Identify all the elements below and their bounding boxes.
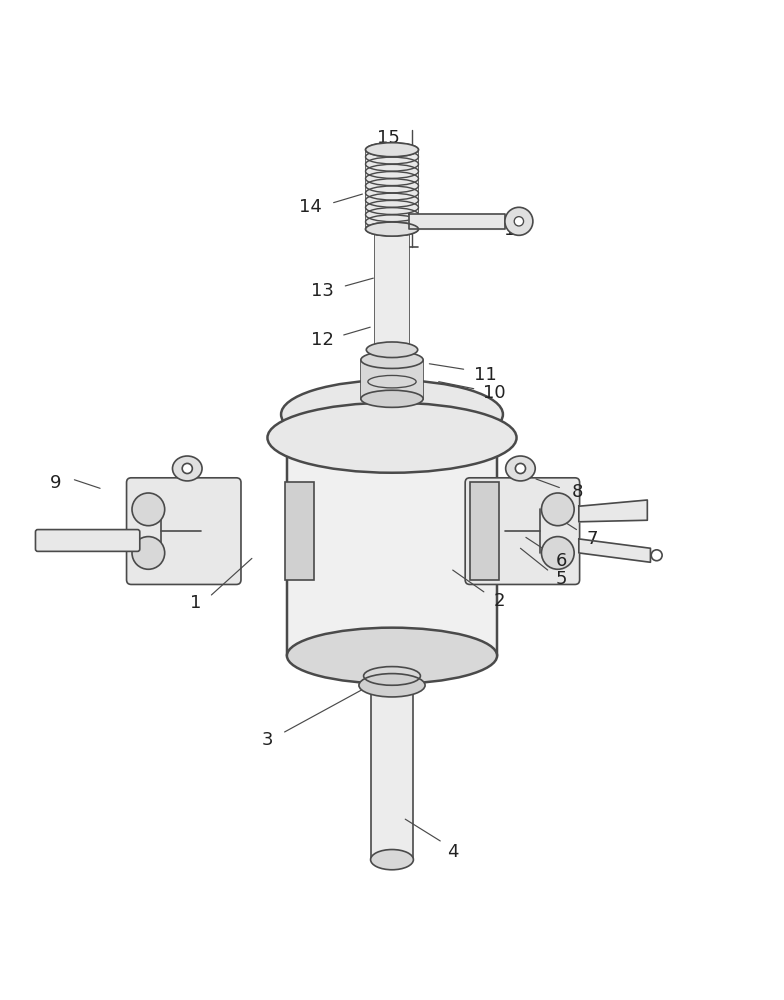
Text: 1: 1 xyxy=(191,594,201,612)
Text: 2: 2 xyxy=(494,592,505,610)
Ellipse shape xyxy=(514,217,524,226)
Ellipse shape xyxy=(542,493,574,526)
Ellipse shape xyxy=(365,222,419,236)
Polygon shape xyxy=(579,500,648,522)
FancyBboxPatch shape xyxy=(285,482,314,580)
Ellipse shape xyxy=(506,456,535,481)
Text: 7: 7 xyxy=(586,530,598,548)
Ellipse shape xyxy=(371,850,413,870)
Ellipse shape xyxy=(505,207,533,235)
Ellipse shape xyxy=(365,143,419,157)
Text: 8: 8 xyxy=(572,483,583,501)
Polygon shape xyxy=(579,539,651,562)
Text: 15: 15 xyxy=(376,129,400,147)
Ellipse shape xyxy=(359,674,425,697)
FancyBboxPatch shape xyxy=(126,478,241,584)
FancyBboxPatch shape xyxy=(287,438,497,656)
FancyBboxPatch shape xyxy=(465,478,579,584)
Ellipse shape xyxy=(542,537,574,569)
FancyBboxPatch shape xyxy=(35,530,140,551)
Ellipse shape xyxy=(281,380,503,449)
FancyBboxPatch shape xyxy=(371,681,413,860)
Text: 3: 3 xyxy=(262,731,273,749)
Text: 4: 4 xyxy=(447,843,459,861)
FancyBboxPatch shape xyxy=(361,360,423,399)
Ellipse shape xyxy=(366,342,418,358)
Text: 11: 11 xyxy=(474,366,497,384)
Text: 5: 5 xyxy=(556,570,568,588)
FancyBboxPatch shape xyxy=(365,150,419,229)
Ellipse shape xyxy=(652,550,662,561)
Text: 12: 12 xyxy=(310,331,333,349)
Ellipse shape xyxy=(361,390,423,407)
Ellipse shape xyxy=(182,463,192,474)
Ellipse shape xyxy=(361,351,423,368)
Text: 13: 13 xyxy=(310,282,333,300)
Ellipse shape xyxy=(132,493,165,526)
Ellipse shape xyxy=(287,628,497,684)
FancyBboxPatch shape xyxy=(470,482,499,580)
Text: 14: 14 xyxy=(299,198,321,216)
Text: 9: 9 xyxy=(50,474,61,492)
Polygon shape xyxy=(409,214,505,229)
Ellipse shape xyxy=(132,537,165,569)
Ellipse shape xyxy=(515,463,525,474)
Text: 10: 10 xyxy=(484,384,506,402)
Ellipse shape xyxy=(267,403,517,473)
FancyBboxPatch shape xyxy=(375,235,409,364)
Text: 16: 16 xyxy=(503,221,526,239)
Ellipse shape xyxy=(172,456,202,481)
Text: 6: 6 xyxy=(556,552,568,570)
